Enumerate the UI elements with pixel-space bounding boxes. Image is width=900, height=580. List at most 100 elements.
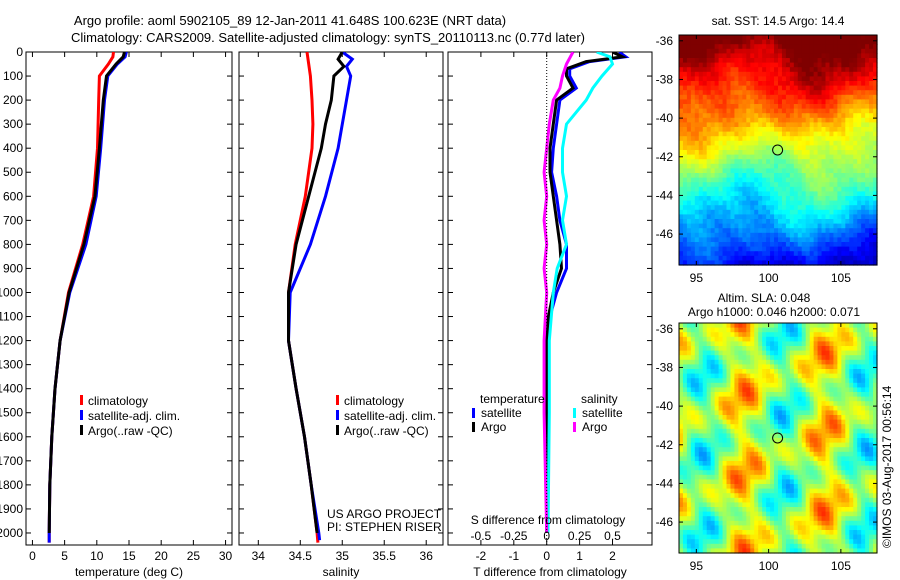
map-cell xyxy=(770,141,775,146)
map-cell xyxy=(829,72,834,77)
map-cell xyxy=(869,44,874,49)
map-cell xyxy=(734,228,739,233)
map-cell xyxy=(818,332,823,337)
map-cell xyxy=(754,415,759,420)
map-cell xyxy=(778,351,783,356)
map-cell xyxy=(734,67,739,72)
map-cell xyxy=(719,397,724,402)
map-cell xyxy=(750,332,755,337)
map-cell xyxy=(818,136,823,141)
map-cell xyxy=(806,401,811,406)
map-cell xyxy=(723,118,728,123)
map-cell xyxy=(754,544,759,549)
map-cell xyxy=(802,452,807,457)
map-cell xyxy=(814,484,819,489)
map-cell xyxy=(865,247,870,252)
map-cell xyxy=(837,484,842,489)
map-cell xyxy=(826,201,831,206)
map-cell xyxy=(814,90,819,95)
map-cell xyxy=(833,512,838,517)
map-cell xyxy=(790,150,795,155)
map-cell xyxy=(762,182,767,187)
map-cell xyxy=(786,516,791,521)
map-cell xyxy=(869,99,874,104)
map-cell xyxy=(687,214,692,219)
map-cell xyxy=(841,86,846,91)
map-cell xyxy=(853,397,858,402)
map-cell xyxy=(833,132,838,137)
map-cell xyxy=(719,95,724,100)
map-cell xyxy=(814,118,819,123)
map-cell xyxy=(715,337,720,342)
map-cell xyxy=(750,502,755,507)
map-cell xyxy=(782,224,787,229)
map-cell xyxy=(723,461,728,466)
map-cell xyxy=(711,346,716,351)
map-cell xyxy=(695,521,700,526)
map-cell xyxy=(778,355,783,360)
map-cell xyxy=(833,118,838,123)
map-cell xyxy=(719,493,724,498)
map-cell xyxy=(730,364,735,369)
map-cell xyxy=(837,251,842,256)
map-cell xyxy=(683,145,688,150)
map-cell xyxy=(790,49,795,54)
map-cell xyxy=(774,461,779,466)
map-cell xyxy=(786,49,791,54)
map-cell xyxy=(810,351,815,356)
map-cell xyxy=(826,415,831,420)
map-cell xyxy=(687,104,692,109)
map-cell xyxy=(762,498,767,503)
map-cell xyxy=(750,429,755,434)
map-cell xyxy=(750,443,755,448)
map-cell xyxy=(683,58,688,63)
map-cell xyxy=(734,387,739,392)
map-cell xyxy=(766,104,771,109)
map-cell xyxy=(742,498,747,503)
map-cell xyxy=(861,191,866,196)
map-cell xyxy=(711,81,716,86)
map-cell xyxy=(695,530,700,535)
map-cell xyxy=(778,378,783,383)
map-cell xyxy=(849,205,854,210)
map-cell xyxy=(826,512,831,517)
map-cell xyxy=(857,104,862,109)
map-cell xyxy=(837,525,842,530)
map-cell xyxy=(794,35,799,40)
map-cell xyxy=(802,40,807,45)
map-cell xyxy=(766,136,771,141)
map-cell xyxy=(794,58,799,63)
map-cell xyxy=(790,328,795,333)
map-cell xyxy=(699,104,704,109)
x2-axis-label: S difference from climatology xyxy=(471,513,626,527)
map-cell xyxy=(734,109,739,114)
map-cell xyxy=(794,251,799,256)
map-cell xyxy=(719,401,724,406)
map-cell xyxy=(750,228,755,233)
map-cell xyxy=(758,337,763,342)
map-cell xyxy=(730,516,735,521)
map-cell xyxy=(766,67,771,72)
map-cell xyxy=(703,351,708,356)
map-cell xyxy=(849,512,854,517)
map-cell xyxy=(774,493,779,498)
map-cell xyxy=(750,72,755,77)
map-cell xyxy=(774,489,779,494)
map-cell xyxy=(778,113,783,118)
map-cell xyxy=(742,178,747,183)
map-cell xyxy=(699,63,704,68)
map-cell xyxy=(727,35,732,40)
map-cell xyxy=(723,99,728,104)
map-cell xyxy=(841,49,846,54)
map-cell xyxy=(734,90,739,95)
map-cell xyxy=(814,525,819,530)
map-cell xyxy=(849,136,854,141)
map-cell xyxy=(782,155,787,160)
map-cell xyxy=(845,122,850,127)
map-cell xyxy=(778,224,783,229)
map-cell xyxy=(841,525,846,530)
map-cell xyxy=(707,150,712,155)
salinity-panel: 34 34.5 35 35.5 36salinityclimatologysatelli… xyxy=(239,52,443,579)
map-cell xyxy=(691,351,696,356)
map-cell xyxy=(865,90,870,95)
